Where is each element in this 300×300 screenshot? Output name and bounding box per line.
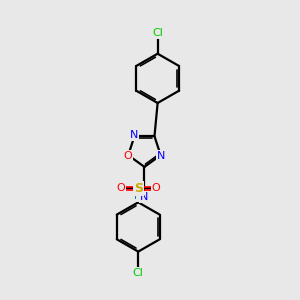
- Text: Cl: Cl: [152, 28, 163, 38]
- Text: O: O: [123, 151, 132, 161]
- Text: Cl: Cl: [133, 268, 144, 278]
- Text: N: N: [130, 130, 138, 140]
- Text: S: S: [134, 182, 143, 195]
- Text: N: N: [140, 192, 148, 202]
- Text: O: O: [152, 184, 161, 194]
- Text: O: O: [116, 184, 125, 194]
- Text: N: N: [157, 151, 166, 161]
- Text: H: H: [134, 191, 142, 201]
